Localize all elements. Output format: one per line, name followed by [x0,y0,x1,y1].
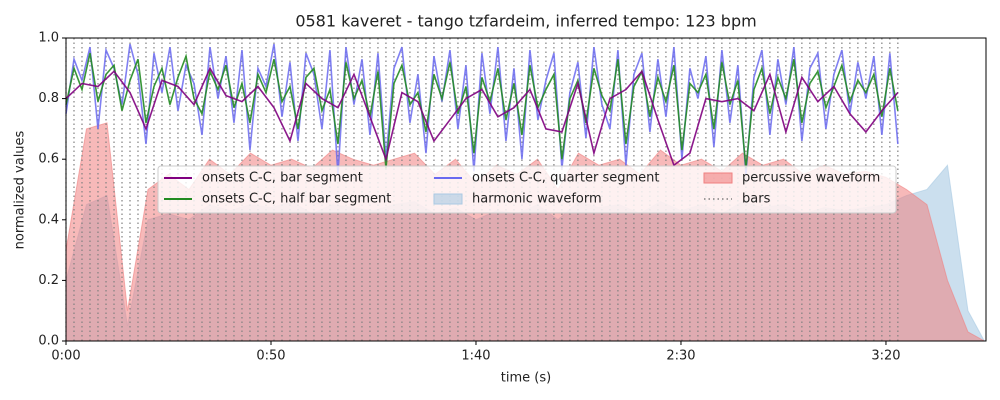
legend: onsets C-C, bar segment onsets C-C, half … [157,165,897,214]
y-tick-label: 1.0 [38,31,59,46]
legend-swatch [433,193,463,205]
y-tick-label: 0.2 [38,273,59,288]
y-tick-label: 0.0 [38,334,59,349]
x-tick-label: 0:50 [256,349,285,364]
y-tick-label: 0.6 [38,152,59,167]
chart-title: 0581 kaveret - tango tzfardeim, inferred… [295,12,756,31]
legend-label: bars [742,192,771,207]
y-tick-label: 0.4 [38,212,59,227]
x-axis-label: time (s) [501,371,551,386]
y-axis-label: normalized values [13,130,28,249]
x-tick-label: 2:30 [666,349,695,364]
legend-label: harmonic waveform [472,192,602,207]
legend-label: onsets C-C, quarter segment [472,171,659,186]
waveform-area [65,122,987,342]
plot-frame [65,37,987,342]
x-tick-label: 0:00 [51,349,80,364]
x-tick-label: 1:40 [461,349,490,364]
series-line [65,52,899,169]
legend-swatch [703,172,733,184]
series-line [65,66,899,167]
x-tick-label: 3:20 [871,349,900,364]
y-tick-label: 0.8 [38,91,59,106]
legend-label: percussive waveform [742,171,880,186]
legend-label: onsets C-C, bar segment [202,171,363,186]
series-line [65,43,899,175]
legend-label: onsets C-C, half bar segment [202,192,391,207]
